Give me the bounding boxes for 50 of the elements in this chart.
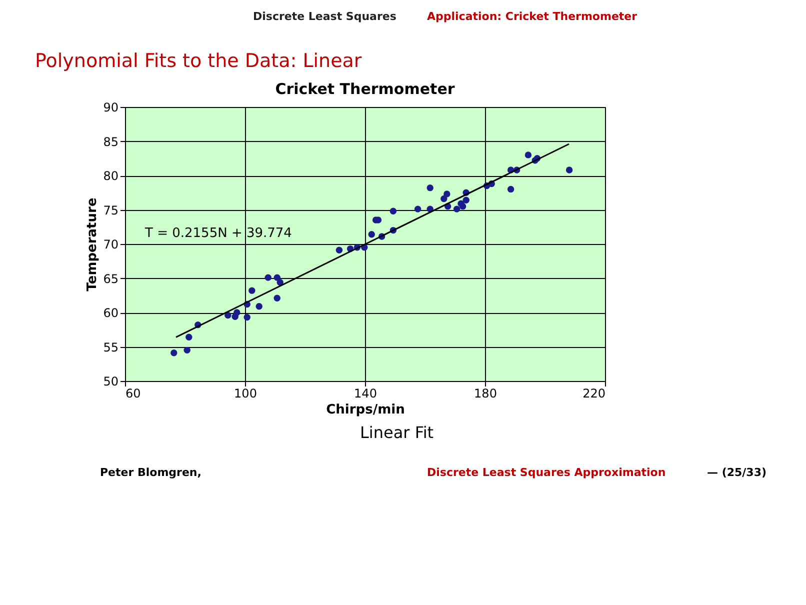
x-tick-label: 220 (582, 386, 606, 400)
text: Discrete Least Squares Approximation (427, 466, 666, 479)
y-tick-label: 70 (103, 238, 118, 252)
y-tick-label: 90 (103, 100, 118, 114)
point (336, 246, 343, 254)
point (224, 312, 232, 319)
text: Linear Fit (360, 423, 434, 442)
point (453, 206, 460, 212)
point (234, 309, 240, 316)
x-tick-label: 60 (126, 386, 141, 400)
point (274, 274, 280, 281)
point (244, 314, 250, 321)
point (390, 208, 397, 214)
point (566, 166, 573, 174)
point (184, 346, 190, 354)
text: Discrete Least Squares (253, 10, 397, 23)
point (414, 206, 422, 212)
text: Peter Blomgren, (100, 466, 202, 479)
point (444, 190, 450, 198)
point (248, 287, 256, 294)
point (368, 231, 375, 238)
point (462, 196, 470, 204)
point (524, 152, 532, 158)
point (426, 184, 434, 192)
text: Application: Cricket Thermometer (427, 10, 638, 23)
point (459, 202, 466, 210)
point (264, 274, 272, 281)
chart-title: Cricket Thermometer (275, 80, 456, 98)
text: Polynomial Fits to the Data: Linear (35, 50, 362, 72)
point (276, 279, 284, 286)
x-tick-label: 180 (474, 386, 497, 400)
y-tick-label: 60 (103, 306, 118, 320)
x-tick-label: 140 (354, 386, 377, 400)
y-axis-title: Temperature (85, 198, 100, 292)
text: — (25/33) (707, 466, 767, 479)
x-tick-label: 100 (234, 386, 257, 400)
y-tick-label: 50 (103, 374, 118, 388)
y-tick-label: 85 (103, 134, 118, 149)
y-tick-label: 75 (103, 203, 118, 218)
y-tick-label: 55 (103, 340, 118, 354)
y-tick-label: 65 (103, 272, 118, 286)
point (186, 334, 192, 341)
point (256, 302, 262, 310)
y-tick-label: 80 (103, 169, 118, 183)
point (170, 350, 178, 356)
point (274, 294, 280, 302)
point (507, 186, 514, 193)
point (440, 195, 448, 202)
x-axis-title: Chirps/min (326, 402, 405, 418)
annotation: T = 0.2155N + 39.774 (144, 226, 292, 241)
